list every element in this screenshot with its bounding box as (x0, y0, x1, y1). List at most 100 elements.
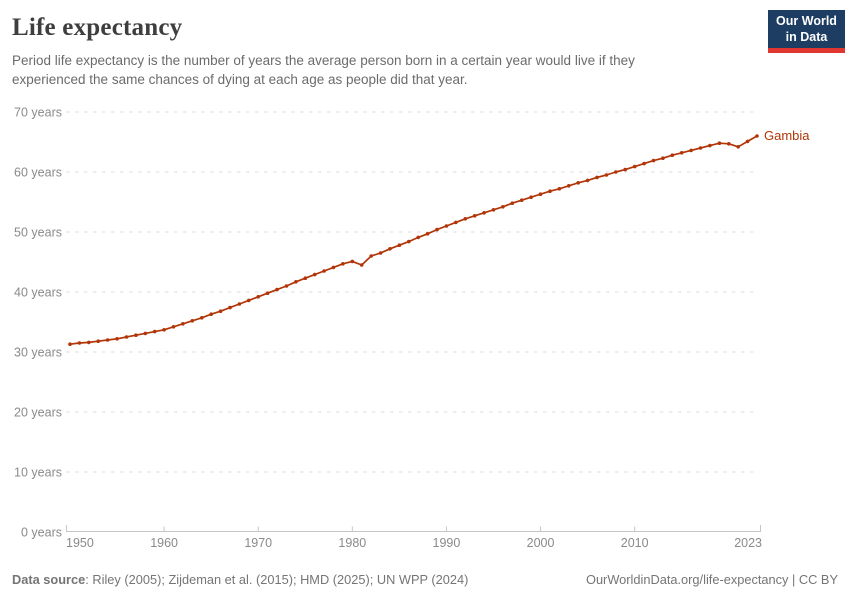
data-source-list: : Riley (2005); Zijdeman et al. (2015); … (85, 572, 469, 587)
data-point-1965[interactable] (209, 312, 213, 317)
data-point-1995[interactable] (491, 208, 496, 212)
data-point-1985[interactable] (397, 243, 402, 247)
data-point-2013[interactable] (661, 156, 665, 160)
data-point-1990[interactable] (444, 224, 449, 228)
x-axis-label-2000: 2000 (527, 536, 555, 550)
data-point-1961[interactable] (171, 325, 176, 329)
data-point-2018[interactable] (708, 143, 712, 148)
series-line-gambia[interactable] (69, 135, 758, 346)
data-point-1968[interactable] (237, 302, 242, 306)
data-point-1991[interactable] (454, 220, 458, 225)
data-point-1970[interactable] (256, 295, 261, 299)
data-point-1963[interactable] (190, 319, 195, 323)
data-point-1966[interactable] (218, 309, 223, 314)
data-point-2020[interactable] (727, 142, 731, 146)
data-point-1950[interactable] (68, 342, 72, 347)
data-point-2000[interactable] (538, 192, 543, 196)
x-axis-label-1990: 1990 (433, 536, 461, 550)
data-point-1972[interactable] (275, 287, 279, 292)
data-point-2009[interactable] (623, 167, 627, 172)
y-axis-label-70: 70 years (14, 106, 62, 120)
data-point-2007[interactable] (604, 173, 609, 177)
data-point-1978[interactable] (331, 265, 336, 270)
data-point-1980[interactable] (350, 259, 355, 264)
data-point-2021[interactable] (736, 145, 740, 149)
y-axis-label-60: 60 years (14, 166, 62, 180)
data-point-1974[interactable] (294, 280, 298, 284)
y-axis-label-10: 10 years (14, 466, 62, 480)
data-point-1957[interactable] (134, 333, 138, 338)
data-point-2002[interactable] (557, 187, 562, 191)
data-point-1964[interactable] (200, 316, 204, 320)
data-point-1977[interactable] (322, 269, 326, 273)
data-point-1973[interactable] (284, 284, 289, 288)
owid-logo-line1: Our World (776, 14, 837, 28)
data-point-1952[interactable] (87, 340, 91, 345)
y-axis-label-20: 20 years (14, 406, 62, 420)
x-axis-label-2010: 2010 (621, 536, 649, 550)
data-point-1988[interactable] (425, 232, 430, 236)
data-point-1993[interactable] (472, 214, 477, 218)
entity-label-gambia[interactable]: Gambia (764, 128, 810, 143)
data-point-1975[interactable] (303, 276, 308, 281)
data-point-2016[interactable] (689, 148, 693, 153)
data-point-1953[interactable] (96, 339, 100, 344)
data-point-1987[interactable] (416, 235, 421, 240)
chart-subtitle: Period life expectancy is the number of … (12, 51, 750, 89)
data-point-1984[interactable] (388, 247, 392, 251)
data-point-1982[interactable] (369, 254, 374, 258)
license-link[interactable]: OurWorldinData.org/life-expectancy | CC … (585, 572, 838, 587)
x-axis-label-1980: 1980 (338, 536, 366, 550)
page-title: Life expectancy (12, 14, 183, 41)
data-point-1986[interactable] (407, 239, 411, 244)
data-point-1951[interactable] (77, 341, 82, 345)
data-point-2008[interactable] (614, 170, 618, 174)
data-point-2019[interactable] (717, 141, 722, 145)
x-axis-label-1950: 1950 (66, 536, 94, 550)
data-point-2005[interactable] (585, 178, 590, 183)
data-point-1960[interactable] (162, 328, 166, 332)
data-point-1956[interactable] (124, 335, 129, 339)
data-point-2014[interactable] (670, 153, 675, 157)
data-source-label: Data source (12, 572, 86, 587)
data-point-1969[interactable] (247, 298, 251, 303)
data-source-note: Data source: Riley (2005); Zijdeman et a… (12, 572, 468, 587)
x-axis-label-1970: 1970 (244, 536, 272, 550)
owid-logo[interactable]: Our World in Data (768, 10, 845, 54)
data-point-1958[interactable] (143, 331, 148, 336)
data-point-2001[interactable] (548, 189, 552, 193)
data-point-1967[interactable] (228, 305, 232, 310)
data-point-1981[interactable] (359, 263, 364, 267)
data-point-1998[interactable] (519, 198, 524, 202)
data-point-2017[interactable] (698, 146, 703, 150)
data-point-1962[interactable] (181, 322, 185, 326)
data-point-1954[interactable] (105, 338, 110, 342)
data-point-1996[interactable] (501, 205, 505, 209)
data-point-2011[interactable] (642, 161, 646, 166)
data-point-2015[interactable] (679, 151, 684, 155)
data-point-1959[interactable] (152, 329, 157, 334)
data-point-1976[interactable] (312, 272, 317, 277)
data-point-2004[interactable] (576, 181, 580, 185)
data-point-2006[interactable] (595, 175, 599, 180)
data-point-2010[interactable] (632, 164, 637, 169)
data-point-1983[interactable] (378, 251, 383, 255)
subtitle-line-2: experienced the same chances of dying at… (12, 71, 468, 87)
chart-header: Life expectancy Period life expectancy i… (12, 14, 750, 89)
data-point-1992[interactable] (463, 217, 468, 221)
data-point-2012[interactable] (651, 158, 656, 163)
data-point-1994[interactable] (482, 211, 486, 215)
data-point-1971[interactable] (265, 291, 270, 296)
data-point-1955[interactable] (115, 337, 119, 341)
data-point-2003[interactable] (567, 184, 571, 188)
data-point-1989[interactable] (435, 227, 439, 232)
data-point-1979[interactable] (341, 262, 345, 266)
data-point-1999[interactable] (529, 195, 533, 199)
chart-footer: Data source: Riley (2005); Zijdeman et a… (12, 572, 838, 587)
data-point-2022[interactable] (745, 139, 750, 144)
owid-logo-line2: in Data (785, 29, 828, 44)
data-point-2023[interactable] (755, 134, 759, 138)
data-point-1997[interactable] (510, 201, 515, 205)
